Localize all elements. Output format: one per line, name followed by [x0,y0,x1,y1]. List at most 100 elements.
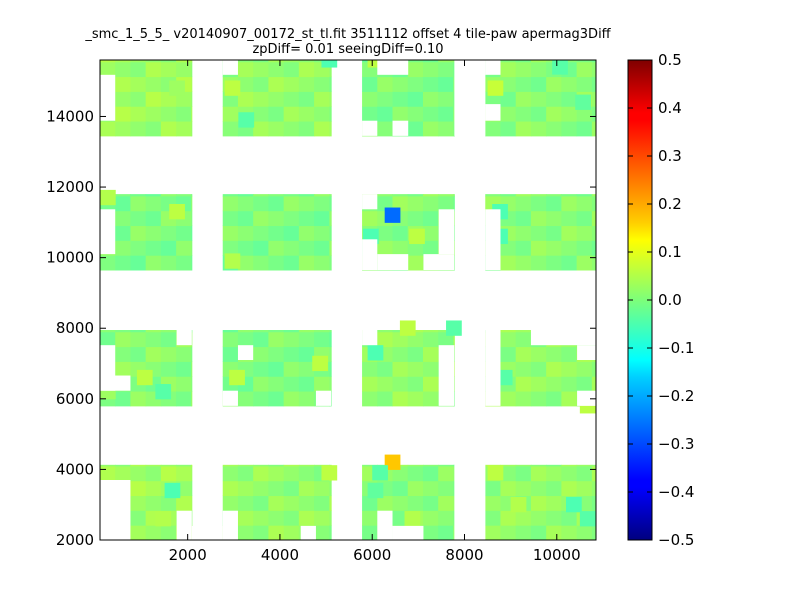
heatmap-cell [130,60,147,63]
heatmap-cell [298,495,315,511]
heatmap-cell [422,121,439,137]
heatmap-cell [155,511,172,527]
heatmap-cell [314,331,330,348]
heatmap-cell [145,525,162,540]
heatmap-cell [500,91,517,107]
heatmap-cell [576,376,593,392]
heatmap-cell [561,225,578,241]
heatmap-cell [407,495,424,511]
heatmap-cell [422,195,439,212]
heatmap-cell [422,240,439,256]
y-tick-label: 12000 [46,178,94,196]
heatmap-cell [407,361,424,377]
heatmap-cell [238,112,255,128]
y-tick-label: 6000 [56,390,94,408]
heatmap-cell [453,464,455,467]
heatmap-cell [591,76,596,92]
heatmap-cell [268,76,285,92]
heatmap-empty-cell [222,60,238,75]
heatmap-cell [591,361,596,377]
heatmap-cell [407,480,424,497]
heatmap-cell [176,346,192,362]
heatmap-cell [377,121,394,137]
heatmap-cell [283,195,300,212]
heatmap-cell [145,225,162,241]
heatmap-cell [176,194,192,197]
heatmap-cell [145,255,162,271]
heatmap-cell [191,91,193,107]
heatmap-empty-cell [485,330,501,406]
heatmap-cell [176,106,192,122]
heatmap-cell [321,60,338,68]
heatmap-cell [591,240,596,256]
heatmap-cell [191,330,193,333]
heatmap-cell [145,346,162,362]
heatmap-cell [407,91,424,107]
heatmap-cell [298,255,315,271]
heatmap-cell [422,480,439,497]
heatmap-cell [329,225,332,241]
heatmap-cell [546,240,562,256]
heatmap-cell [384,454,401,470]
heatmap-cell [530,76,547,92]
heatmap-cell [298,376,315,392]
heatmap-cell [546,121,562,137]
heatmap-cell [407,194,424,197]
heatmap-cell [591,60,596,63]
heatmap-empty-cell [100,480,131,540]
heatmap-cell [145,194,162,197]
heatmap-cell [561,525,578,540]
heatmap-cell [176,60,192,63]
heatmap-cell [191,255,193,271]
heatmap-cell [176,61,192,78]
heatmap-cell [546,76,562,92]
heatmap-cell [237,525,254,540]
heatmap-cell [530,194,547,197]
colorbar-axis: −0.5 −0.4 −0.3 −0.2 −0.1 0.0 0.1 0.2 0.3 0.4 0.5 [628,51,694,549]
heatmap-cell [298,465,315,482]
heatmap-cell [237,255,254,271]
x-tick-label: 8000 [445,546,483,564]
heatmap-cell [222,330,239,333]
heatmap-cell [283,255,300,271]
heatmap-cell [100,189,116,206]
heatmap-cell [283,465,300,482]
heatmap-cell [253,61,269,78]
heatmap-cell [561,255,578,271]
heatmap-empty-cell [423,254,455,270]
heatmap-cell [546,525,562,540]
heatmap-cell [145,330,162,333]
colorbar-tick-label: −0.4 [658,483,694,501]
heatmap-cell [576,255,593,271]
heatmap-cell [115,240,131,256]
heatmap-cell [115,464,131,467]
colorbar-tick-label: −0.2 [658,387,694,405]
heatmap-cell [576,60,593,63]
heatmap-cell [237,495,254,511]
heatmap-cell [329,480,332,497]
heatmap-cell [176,495,192,511]
heatmap-cell [222,106,239,122]
heatmap-cell [515,106,532,122]
heatmap-cell [561,480,578,497]
heatmap-cell [422,361,439,377]
heatmap-cell [130,465,147,482]
chart-subtitle: zpDiff= 0.01 seeingDiff=0.10 [252,42,443,57]
heatmap-cell [591,465,596,482]
heatmap-cell [453,331,455,348]
heatmap-cell [377,194,394,197]
heatmap-cell [377,330,394,333]
heatmap-cell [362,464,378,467]
heatmap-cell [407,255,424,271]
x-tick-label: 6000 [353,546,391,564]
heatmap-cell [253,361,269,377]
heatmap-cell [314,106,330,122]
heatmap-cell [283,510,300,526]
heatmap-cell [546,195,562,212]
heatmap-cell [268,330,285,333]
heatmap-cell [515,195,532,212]
heatmap-cell [329,61,332,78]
heatmap-cell [253,346,269,362]
heatmap-cell [191,376,193,392]
heatmap-cell [392,195,409,212]
